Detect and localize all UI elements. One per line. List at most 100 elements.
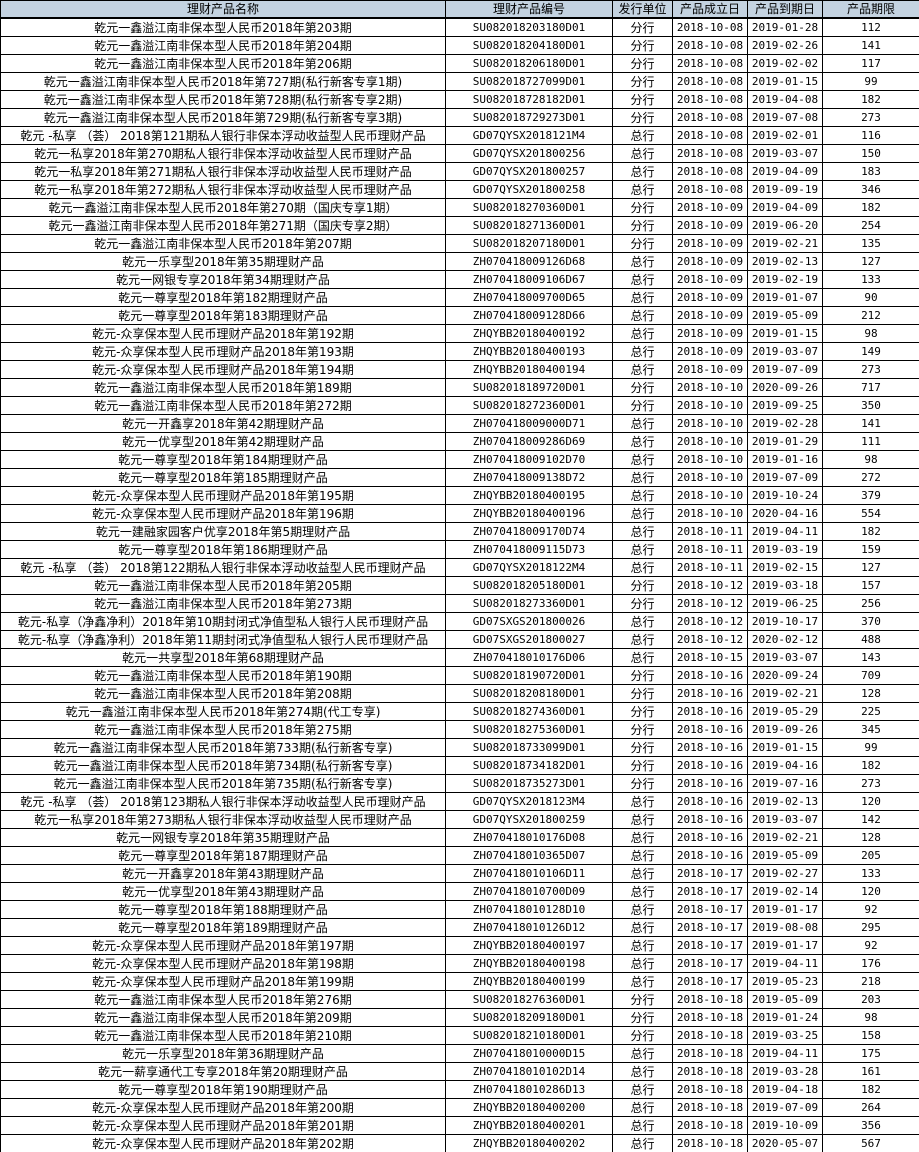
end-date-cell[interactable]: 2019-02-13	[747, 252, 823, 271]
product-code-cell[interactable]: SU082018210180D01	[445, 1026, 613, 1045]
term-cell[interactable]: 273	[822, 360, 919, 379]
product-code-cell[interactable]: GD07QYSX201800258	[445, 180, 613, 199]
product-code-cell[interactable]: ZH070418009170D74	[445, 522, 613, 541]
start-date-cell[interactable]: 2018-10-10	[672, 450, 748, 469]
start-date-cell[interactable]: 2018-10-15	[672, 648, 748, 667]
start-date-cell[interactable]: 2018-10-08	[672, 180, 748, 199]
start-date-cell[interactable]: 2018-10-16	[672, 846, 748, 865]
end-date-cell[interactable]: 2019-02-13	[747, 792, 823, 811]
end-date-cell[interactable]: 2019-03-07	[747, 144, 823, 163]
start-date-cell[interactable]: 2018-10-08	[672, 36, 748, 55]
end-date-cell[interactable]: 2019-02-19	[747, 270, 823, 289]
product-name-cell[interactable]: 乾元一优享型2018年第43期理财产品	[0, 882, 446, 901]
end-date-cell[interactable]: 2019-03-19	[747, 540, 823, 559]
term-cell[interactable]: 92	[822, 936, 919, 955]
term-cell[interactable]: 120	[822, 792, 919, 811]
start-date-cell[interactable]: 2018-10-10	[672, 396, 748, 415]
term-cell[interactable]: 183	[822, 162, 919, 181]
product-code-cell[interactable]: SU082018272360D01	[445, 396, 613, 415]
issuer-cell[interactable]: 分行	[612, 198, 673, 217]
product-name-cell[interactable]: 乾元一建融家园客户优享2018年第5期理财产品	[0, 522, 446, 541]
start-date-cell[interactable]: 2018-10-16	[672, 720, 748, 739]
end-date-cell[interactable]: 2019-10-24	[747, 486, 823, 505]
start-date-cell[interactable]: 2018-10-08	[672, 126, 748, 145]
product-name-cell[interactable]: 乾元一薪享通代工专享2018年第20期理财产品	[0, 1062, 446, 1081]
product-name-cell[interactable]: 乾元一鑫溢江南非保本型人民币2018年第728期(私行新客专享2期)	[0, 90, 446, 109]
term-cell[interactable]: 370	[822, 612, 919, 631]
issuer-cell[interactable]: 分行	[612, 720, 673, 739]
product-name-cell[interactable]: 乾元-众享保本型人民币理财产品2018年第195期	[0, 486, 446, 505]
product-name-cell[interactable]: 乾元一网银专享2018年第35期理财产品	[0, 828, 446, 847]
end-date-cell[interactable]: 2019-03-07	[747, 810, 823, 829]
start-date-cell[interactable]: 2018-10-18	[672, 1098, 748, 1117]
start-date-cell[interactable]: 2018-10-16	[672, 810, 748, 829]
product-name-cell[interactable]: 乾元一鑫溢江南非保本型人民币2018年第207期	[0, 234, 446, 253]
issuer-cell[interactable]: 分行	[612, 702, 673, 721]
issuer-cell[interactable]: 分行	[612, 594, 673, 613]
product-code-cell[interactable]: GD07QYSX2018121M4	[445, 126, 613, 145]
issuer-cell[interactable]: 总行	[612, 612, 673, 631]
end-date-cell[interactable]: 2019-01-07	[747, 288, 823, 307]
term-cell[interactable]: 143	[822, 648, 919, 667]
start-date-cell[interactable]: 2018-10-12	[672, 576, 748, 595]
product-name-cell[interactable]: 乾元一鑫溢江南非保本型人民币2018年第276期	[0, 990, 446, 1009]
start-date-cell[interactable]: 2018-10-08	[672, 144, 748, 163]
issuer-cell[interactable]: 总行	[612, 144, 673, 163]
product-code-cell[interactable]: ZH070418009126D68	[445, 252, 613, 271]
start-date-cell[interactable]: 2018-10-11	[672, 522, 748, 541]
issuer-cell[interactable]: 分行	[612, 90, 673, 109]
term-cell[interactable]: 182	[822, 198, 919, 217]
end-date-cell[interactable]: 2019-09-19	[747, 180, 823, 199]
issuer-cell[interactable]: 分行	[612, 54, 673, 73]
product-name-cell[interactable]: 乾元一尊享型2018年第188期理财产品	[0, 900, 446, 919]
term-cell[interactable]: 273	[822, 774, 919, 793]
product-code-cell[interactable]: ZHQYBB20180400199	[445, 972, 613, 991]
end-date-cell[interactable]: 2019-04-09	[747, 162, 823, 181]
issuer-cell[interactable]: 分行	[612, 576, 673, 595]
product-code-cell[interactable]: SU082018208180D01	[445, 684, 613, 703]
end-date-cell[interactable]: 2019-07-08	[747, 108, 823, 127]
product-code-cell[interactable]: SU082018203180D01	[445, 17, 613, 37]
product-name-cell[interactable]: 乾元-众享保本型人民币理财产品2018年第200期	[0, 1098, 446, 1117]
issuer-cell[interactable]: 总行	[612, 252, 673, 271]
product-name-cell[interactable]: 乾元一鑫溢江南非保本型人民币2018年第275期	[0, 720, 446, 739]
start-date-cell[interactable]: 2018-10-09	[672, 288, 748, 307]
product-code-cell[interactable]: ZH070418010128D10	[445, 900, 613, 919]
product-name-cell[interactable]: 乾元一私享2018年第271期私人银行非保本浮动收益型人民币理财产品	[0, 162, 446, 181]
product-name-cell[interactable]: 乾元一鑫溢江南非保本型人民币2018年第735期(私行新客专享)	[0, 774, 446, 793]
term-cell[interactable]: 92	[822, 900, 919, 919]
term-cell[interactable]: 98	[822, 1008, 919, 1027]
issuer-cell[interactable]: 总行	[612, 360, 673, 379]
product-code-cell[interactable]: SU082018729273D01	[445, 108, 613, 127]
term-cell[interactable]: 133	[822, 270, 919, 289]
end-date-cell[interactable]: 2019-06-20	[747, 216, 823, 235]
product-code-cell[interactable]: SU082018275360D01	[445, 720, 613, 739]
end-date-cell[interactable]: 2019-05-29	[747, 702, 823, 721]
product-code-cell[interactable]: ZH070418010365D07	[445, 846, 613, 865]
end-date-cell[interactable]: 2019-03-28	[747, 1062, 823, 1081]
issuer-cell[interactable]: 总行	[612, 1098, 673, 1117]
term-cell[interactable]: 350	[822, 396, 919, 415]
product-code-cell[interactable]: SU082018209180D01	[445, 1008, 613, 1027]
term-cell[interactable]: 98	[822, 324, 919, 343]
start-date-cell[interactable]: 2018-10-17	[672, 936, 748, 955]
product-code-cell[interactable]: ZH070418010700D09	[445, 882, 613, 901]
start-date-cell[interactable]: 2018-10-08	[672, 90, 748, 109]
product-code-cell[interactable]: ZH070418010126D12	[445, 918, 613, 937]
end-date-cell[interactable]: 2019-02-02	[747, 54, 823, 73]
issuer-cell[interactable]: 分行	[612, 234, 673, 253]
start-date-cell[interactable]: 2018-10-11	[672, 558, 748, 577]
product-name-cell[interactable]: 乾元-众享保本型人民币理财产品2018年第197期	[0, 936, 446, 955]
end-date-cell[interactable]: 2019-03-18	[747, 576, 823, 595]
end-date-cell[interactable]: 2019-07-09	[747, 468, 823, 487]
start-date-cell[interactable]: 2018-10-16	[672, 738, 748, 757]
term-cell[interactable]: 161	[822, 1062, 919, 1081]
start-date-cell[interactable]: 2018-10-09	[672, 216, 748, 235]
term-cell[interactable]: 205	[822, 846, 919, 865]
issuer-cell[interactable]: 总行	[612, 936, 673, 955]
product-name-cell[interactable]: 乾元一鑫溢江南非保本型人民币2018年第727期(私行新客专享1期)	[0, 72, 446, 91]
start-date-cell[interactable]: 2018-10-16	[672, 684, 748, 703]
product-code-cell[interactable]: GD07QYSX201800257	[445, 162, 613, 181]
product-name-cell[interactable]: 乾元-众享保本型人民币理财产品2018年第202期	[0, 1134, 446, 1152]
product-code-cell[interactable]: ZH070418009106D67	[445, 270, 613, 289]
